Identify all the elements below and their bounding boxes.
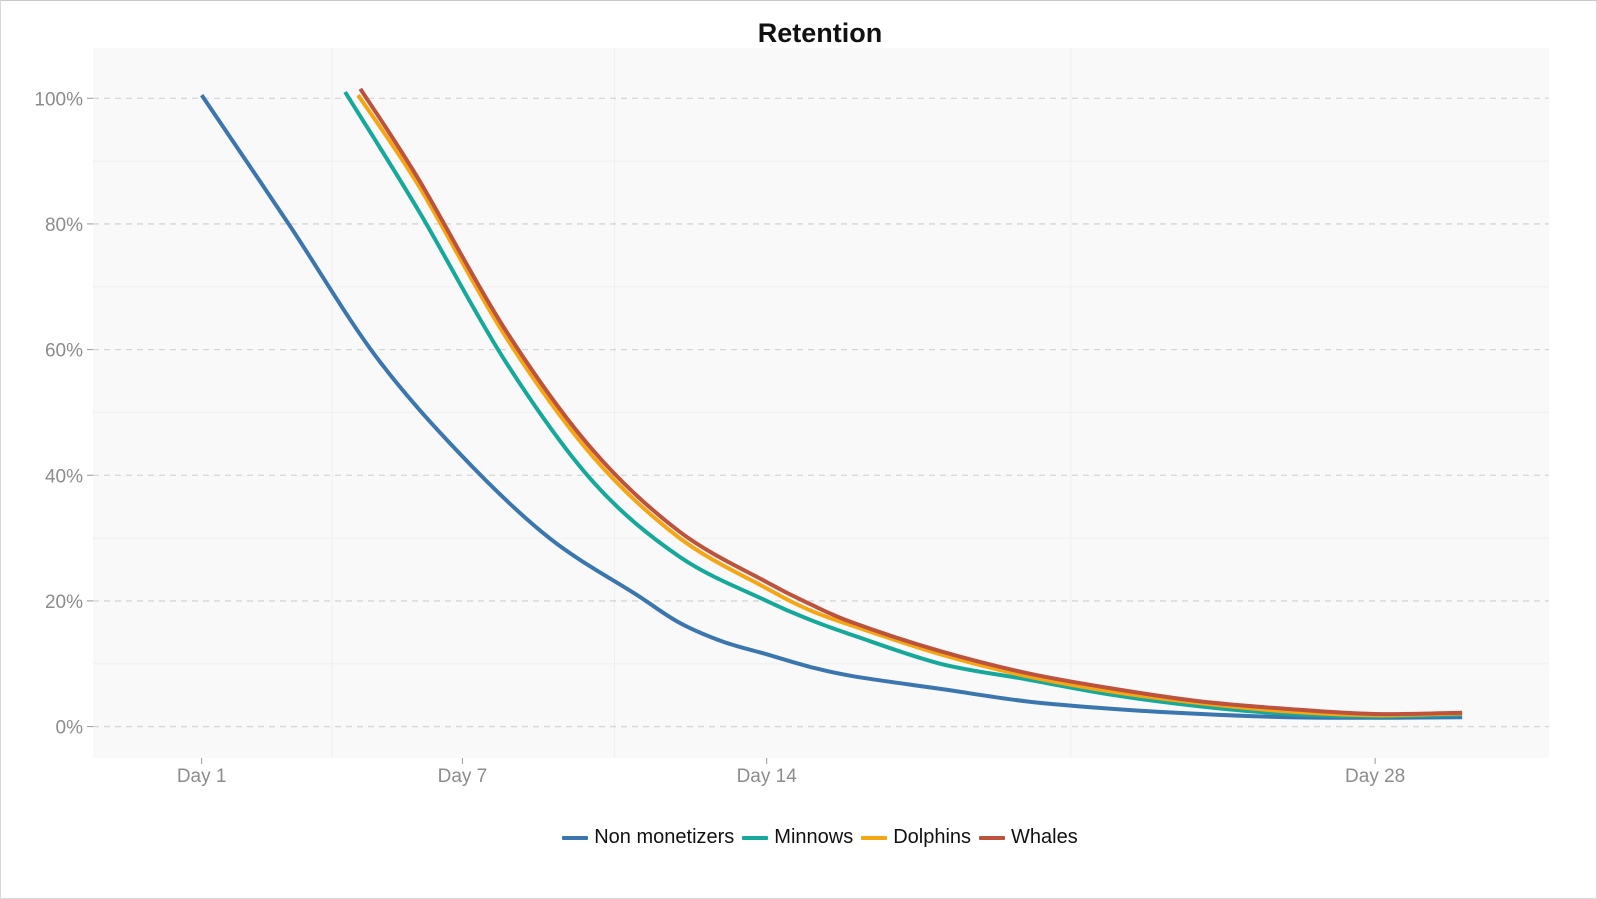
legend-item-non-monetizers: Non monetizers — [562, 826, 734, 849]
chart-title: Retention — [757, 18, 883, 48]
legend-item-whales: Whales — [979, 826, 1078, 849]
x-tick-label: Day 7 — [438, 766, 488, 787]
y-tick-label: 40% — [45, 466, 83, 487]
plot-panel — [93, 48, 1549, 758]
legend: Non monetizers Minnows Dolphins Whales — [0, 826, 1597, 849]
legend-label: Dolphins — [893, 826, 972, 848]
legend-item-minnows: Minnows — [742, 826, 853, 849]
y-tick-label: 60% — [45, 341, 83, 362]
legend-label: Whales — [1011, 826, 1078, 848]
legend-swatch — [742, 835, 769, 840]
legend-swatch — [861, 835, 888, 840]
series-line-dolphins — [356, 93, 1463, 718]
y-tick-label: 0% — [56, 718, 84, 739]
x-tick-label: Day 14 — [737, 766, 798, 787]
series-line-non-monetizers — [200, 93, 1463, 720]
y-tick-label: 100% — [34, 89, 83, 110]
y-tick-label: 20% — [45, 592, 83, 613]
x-tick-label: Day 28 — [1345, 766, 1405, 787]
grid-lines — [93, 48, 1549, 758]
x-tick-label: Day 1 — [177, 766, 227, 787]
legend-swatch — [562, 835, 589, 840]
series-lines — [200, 87, 1463, 720]
legend-item-dolphins: Dolphins — [861, 826, 971, 849]
y-tick-label: 80% — [45, 215, 83, 236]
series-line-whales — [358, 87, 1463, 717]
axis-ticks: 0% 20% 40% 60% 80% 100% Day 1 Day 7 Day 14 Day 28 — [34, 89, 1405, 787]
legend-swatch — [979, 835, 1006, 840]
series-line-minnows — [343, 90, 1463, 719]
legend-label: Non monetizers — [594, 826, 735, 848]
legend-label: Minnows — [774, 826, 854, 848]
